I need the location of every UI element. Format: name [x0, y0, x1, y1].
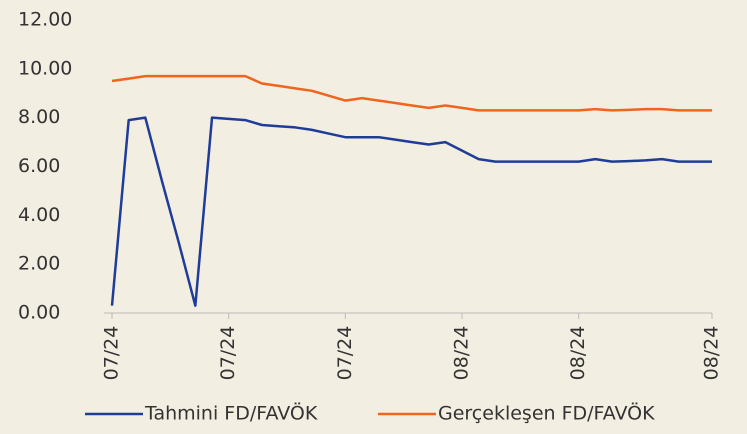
x-tick-label: 08/24	[701, 326, 723, 381]
legend-label: Gerçekleşen FD/FAVÖK	[438, 402, 655, 425]
x-tick-label: 08/24	[567, 326, 589, 381]
line-series	[111, 74, 712, 112]
x-tick-label: 08/24	[451, 326, 473, 381]
y-tick-label: 12.00	[18, 9, 72, 31]
y-tick-label: 0.00	[18, 302, 60, 324]
y-tick-label: 10.00	[18, 57, 72, 79]
legend-label: Tahmini FD/FAVÖK	[144, 402, 318, 425]
y-tick-label: 4.00	[18, 204, 60, 226]
x-tick-label: 07/24	[217, 326, 239, 381]
x-tick-label: 07/24	[334, 326, 356, 381]
y-tick-label: 6.00	[18, 155, 60, 177]
x-tick-label: 07/24	[101, 326, 123, 381]
y-tick-label: 8.00	[18, 106, 60, 128]
line-series	[110, 116, 712, 307]
y-tick-label: 2.00	[18, 253, 60, 275]
